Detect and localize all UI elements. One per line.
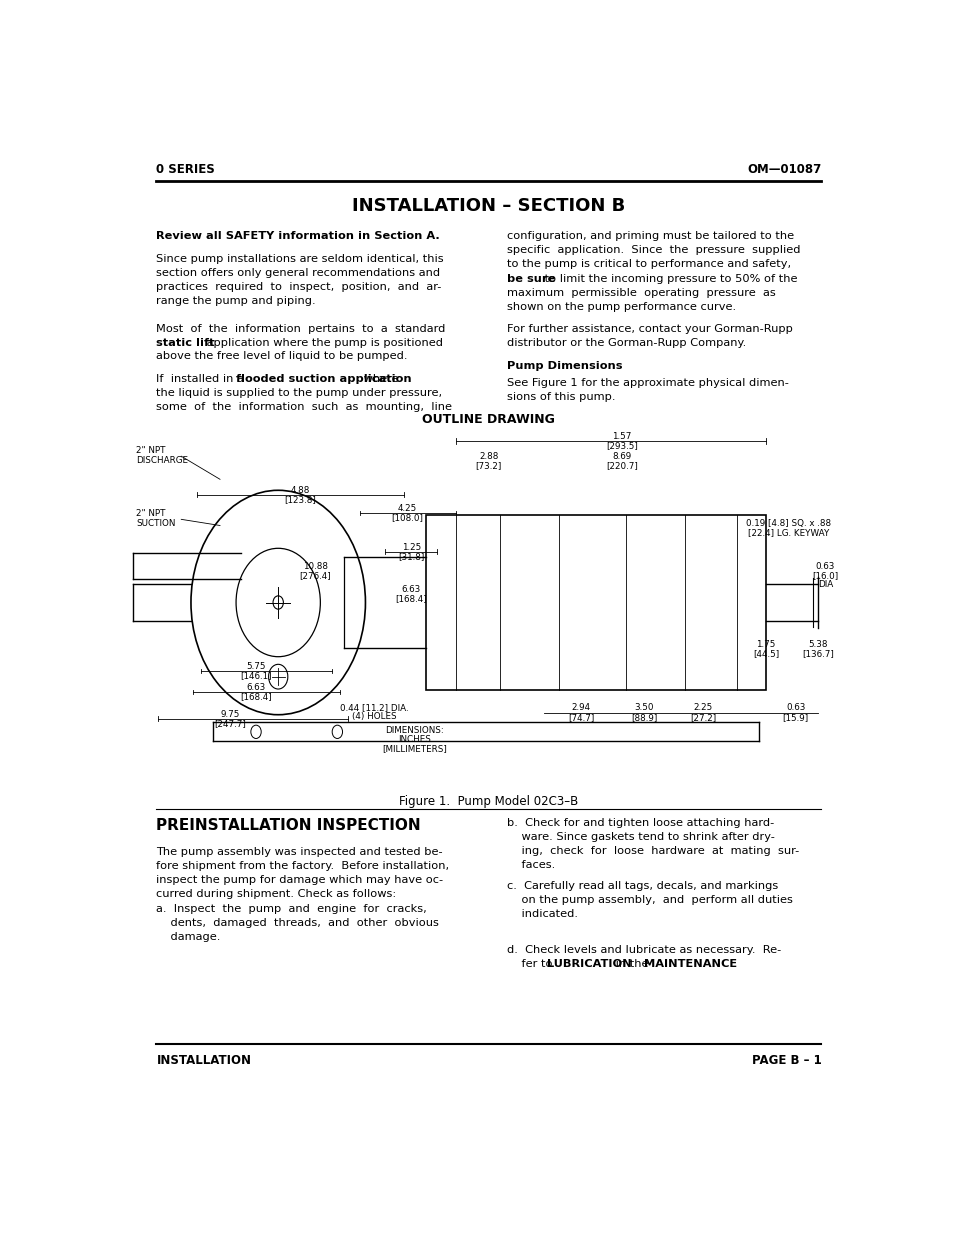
- Text: be sure: be sure: [506, 274, 555, 284]
- Text: 0.44 [11.2] DIA.: 0.44 [11.2] DIA.: [339, 703, 408, 711]
- Text: d.  Check levels and lubricate as necessary.  Re-: d. Check levels and lubricate as necessa…: [506, 945, 781, 955]
- Text: DIA: DIA: [817, 580, 832, 589]
- Text: The pump assembly was inspected and tested be-
fore shipment from the factory.  : The pump assembly was inspected and test…: [156, 847, 449, 899]
- Text: SUCTION: SUCTION: [136, 520, 175, 529]
- Text: a.  Inspect  the  pump  and  engine  for  cracks,
    dents,  damaged  threads, : a. Inspect the pump and engine for crack…: [156, 904, 439, 942]
- Text: Review all SAFETY information in Section A.: Review all SAFETY information in Section…: [156, 231, 439, 241]
- Text: INSTALLATION – SECTION B: INSTALLATION – SECTION B: [352, 196, 625, 215]
- Text: 0.63: 0.63: [785, 704, 804, 713]
- Text: application where the pump is positioned: application where the pump is positioned: [203, 337, 442, 347]
- Text: [22.4] LG. KEYWAY: [22.4] LG. KEYWAY: [747, 527, 828, 537]
- Text: 3.50: 3.50: [634, 704, 653, 713]
- Text: 8.69: 8.69: [612, 452, 631, 461]
- Text: 4.25: 4.25: [397, 504, 416, 513]
- Text: 6.63: 6.63: [246, 683, 265, 692]
- Text: 2" NPT: 2" NPT: [136, 510, 166, 519]
- Text: to limit the incoming pressure to 50% of the: to limit the incoming pressure to 50% of…: [541, 274, 797, 284]
- Text: in the: in the: [612, 960, 652, 969]
- Text: PAGE B – 1: PAGE B – 1: [751, 1055, 821, 1067]
- Text: [27.2]: [27.2]: [689, 713, 716, 721]
- Text: 0 SERIES: 0 SERIES: [156, 163, 215, 177]
- Text: Pump Dimensions: Pump Dimensions: [506, 361, 621, 370]
- Text: configuration, and priming must be tailored to the
specific  application.  Since: configuration, and priming must be tailo…: [506, 231, 800, 269]
- Text: MAINTENANCE: MAINTENANCE: [643, 960, 737, 969]
- Text: [73.2]: [73.2]: [476, 461, 501, 471]
- Text: LUBRICATION: LUBRICATION: [547, 960, 632, 969]
- Text: PREINSTALLATION INSPECTION: PREINSTALLATION INSPECTION: [156, 818, 420, 834]
- Text: 4.88: 4.88: [291, 485, 310, 494]
- Text: DISCHARGE: DISCHARGE: [136, 456, 188, 466]
- Text: 5.75: 5.75: [246, 662, 266, 671]
- Text: OM—01087: OM—01087: [746, 163, 821, 177]
- Text: [88.9]: [88.9]: [630, 713, 657, 721]
- Text: maximum  permissible  operating  pressure  as: maximum permissible operating pressure a…: [506, 288, 775, 299]
- Text: shown on the pump performance curve.: shown on the pump performance curve.: [506, 303, 735, 312]
- Text: [31.8]: [31.8]: [397, 552, 424, 561]
- Text: 10.88: 10.88: [302, 562, 327, 571]
- Text: above the free level of liquid to be pumped.: above the free level of liquid to be pum…: [156, 352, 408, 362]
- Text: flooded suction application: flooded suction application: [236, 374, 412, 384]
- Text: (4) HOLES: (4) HOLES: [352, 711, 396, 721]
- Text: [293.5]: [293.5]: [605, 441, 638, 450]
- Text: where: where: [359, 374, 398, 384]
- Text: 6.63: 6.63: [401, 585, 420, 594]
- Text: DIMENSIONS:: DIMENSIONS:: [385, 726, 444, 735]
- Text: 5.38: 5.38: [807, 641, 827, 650]
- Text: 0.19 [4.8] SQ. x .88: 0.19 [4.8] SQ. x .88: [745, 519, 830, 527]
- Text: static lift: static lift: [156, 337, 214, 347]
- Text: For further assistance, contact your Gorman-Rupp: For further assistance, contact your Gor…: [506, 324, 792, 333]
- Text: Since pump installations are seldom identical, this
section offers only general : Since pump installations are seldom iden…: [156, 254, 443, 306]
- Text: [276.4]: [276.4]: [299, 571, 331, 580]
- Text: [MILLIMETERS]: [MILLIMETERS]: [382, 745, 447, 753]
- Text: sions of this pump.: sions of this pump.: [506, 391, 615, 401]
- Text: Most  of  the  information  pertains  to  a  standard: Most of the information pertains to a st…: [156, 324, 445, 333]
- Text: 2" NPT: 2" NPT: [136, 446, 166, 456]
- Text: [220.7]: [220.7]: [605, 461, 638, 471]
- Text: See Figure 1 for the approximate physical dimen-: See Figure 1 for the approximate physica…: [506, 378, 788, 388]
- Text: OUTLINE DRAWING: OUTLINE DRAWING: [422, 412, 555, 426]
- Text: 0.63: 0.63: [815, 562, 834, 571]
- Text: 9.75: 9.75: [220, 710, 239, 719]
- Text: some  of  the  information  such  as  mounting,  line: some of the information such as mounting…: [156, 401, 452, 411]
- Text: b.  Check for and tighten loose attaching hard-
    ware. Since gaskets tend to : b. Check for and tighten loose attaching…: [506, 818, 799, 871]
- Text: distributor or the Gorman-Rupp Company.: distributor or the Gorman-Rupp Company.: [506, 337, 745, 347]
- Text: 2.94: 2.94: [571, 704, 590, 713]
- Text: [123.8]: [123.8]: [284, 495, 316, 504]
- Text: INCHES: INCHES: [398, 735, 431, 743]
- Text: c.  Carefully read all tags, decals, and markings
    on the pump assembly,  and: c. Carefully read all tags, decals, and …: [506, 882, 792, 919]
- Text: If  installed in a: If installed in a: [156, 374, 248, 384]
- Text: INSTALLATION: INSTALLATION: [156, 1055, 252, 1067]
- Text: [15.9]: [15.9]: [781, 713, 808, 721]
- Text: [247.7]: [247.7]: [214, 719, 246, 727]
- Text: 1.75: 1.75: [756, 641, 775, 650]
- Text: [16.0]: [16.0]: [811, 571, 838, 580]
- Text: [136.7]: [136.7]: [801, 650, 833, 658]
- Text: Figure 1.  Pump Model 02C3–B: Figure 1. Pump Model 02C3–B: [399, 795, 578, 808]
- Text: 1.57: 1.57: [612, 432, 631, 441]
- Text: 2.25: 2.25: [693, 704, 712, 713]
- Text: 2.88: 2.88: [478, 452, 498, 461]
- Bar: [426, 515, 765, 690]
- Text: 1.25: 1.25: [401, 542, 420, 552]
- Text: fer to: fer to: [506, 960, 556, 969]
- Text: [74.7]: [74.7]: [568, 713, 594, 721]
- Text: the liquid is supplied to the pump under pressure,: the liquid is supplied to the pump under…: [156, 388, 442, 398]
- Text: [146.1]: [146.1]: [240, 671, 272, 680]
- Text: [44.5]: [44.5]: [752, 650, 779, 658]
- Text: [168.4]: [168.4]: [395, 594, 427, 603]
- Text: [168.4]: [168.4]: [240, 692, 272, 701]
- Text: [108.0]: [108.0]: [391, 514, 423, 522]
